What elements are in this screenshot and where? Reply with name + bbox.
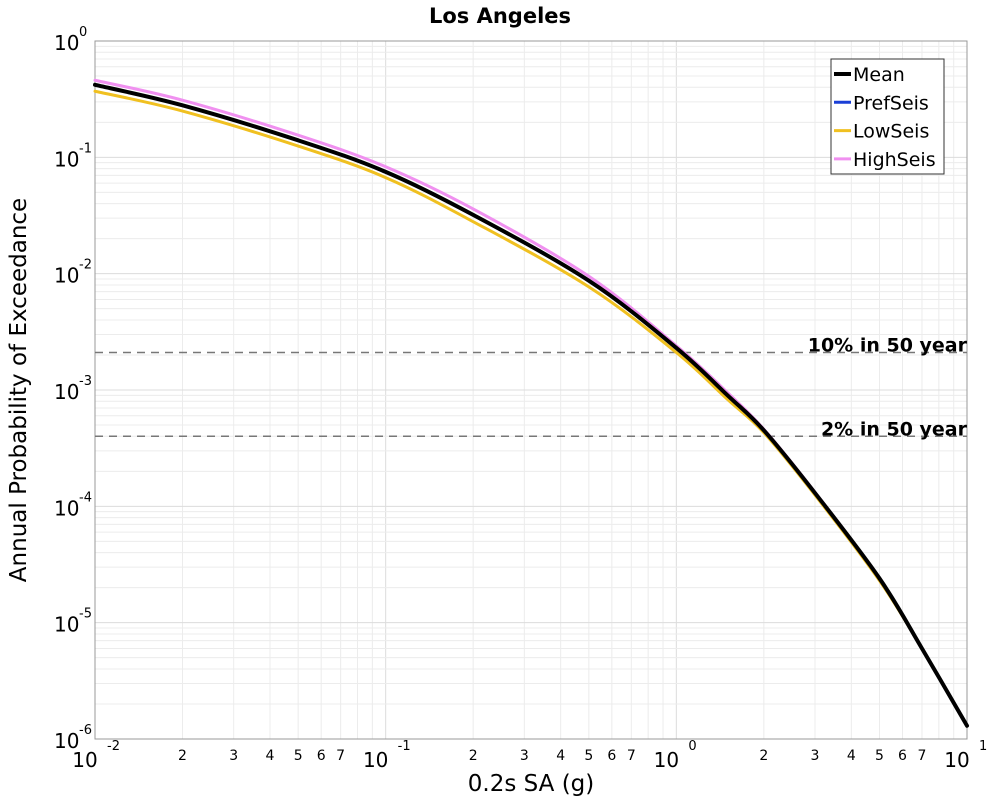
- series-line-prefseis: [93, 83, 969, 728]
- x-minor-tick-label: 7: [336, 748, 345, 764]
- x-tick-label: 10: [944, 748, 969, 772]
- x-minor-tick-label: 5: [584, 748, 593, 764]
- y-tick-label: 10: [54, 729, 79, 753]
- grid: [95, 41, 967, 739]
- x-minor-tick-label: 4: [266, 748, 275, 764]
- reference-lines: 10% in 50 year 2% in 50 year: [95, 335, 968, 440]
- y-tick-exponent: 0: [79, 25, 87, 40]
- x-minor-tick-label: 3: [229, 748, 238, 764]
- x-minor-tick-label: 4: [847, 748, 856, 764]
- legend-label: Mean: [853, 64, 905, 86]
- x-minor-tick-label: 6: [898, 748, 907, 764]
- y-tick-exponent: -4: [79, 490, 92, 505]
- x-axis-title: 0.2s SA (g): [468, 771, 595, 797]
- legend-label: PrefSeis: [853, 92, 929, 114]
- legend-label: LowSeis: [853, 121, 929, 143]
- plot-area-frame: [94, 40, 968, 740]
- series-lines: [93, 78, 969, 728]
- chart-title: Los Angeles: [429, 4, 571, 28]
- x-tick-exponent: -1: [398, 739, 411, 754]
- y-tick-label: 10: [54, 147, 79, 171]
- y-tick-label: 10: [54, 380, 79, 404]
- x-tick-exponent: -2: [107, 739, 120, 754]
- series-line-mean: [93, 82, 969, 728]
- x-minor-tick-label: 5: [875, 748, 884, 764]
- y-tick-label: 10: [54, 613, 79, 637]
- legend: Mean PrefSeis LowSeis HighSeis: [830, 58, 945, 175]
- x-minor-tick-label: 6: [317, 748, 326, 764]
- x-minor-tick-label: 7: [918, 748, 927, 764]
- y-tick-exponent: -5: [79, 607, 92, 622]
- x-minor-tick-label: 3: [811, 748, 820, 764]
- x-tick-label: 10: [363, 748, 388, 772]
- x-tick-exponent: 1: [979, 739, 987, 754]
- y-tick-exponent: -3: [79, 374, 92, 389]
- legend-box: [830, 58, 945, 175]
- x-minor-tick-label: 3: [520, 748, 529, 764]
- reference-line-label: 10% in 50 year: [808, 335, 968, 357]
- y-axis-title: Annual Probability of Exceedance: [6, 198, 32, 582]
- x-minor-tick-label: 2: [759, 748, 768, 764]
- reference-line-label: 2% in 50 year: [821, 418, 968, 440]
- y-tick-label: 10: [54, 31, 79, 55]
- x-tick-exponent: 0: [688, 739, 696, 754]
- x-tick-label: 10: [72, 748, 97, 772]
- y-tick-exponent: -6: [79, 723, 92, 738]
- x-minor-tick-label: 6: [607, 748, 616, 764]
- x-tick-label: 10: [654, 748, 679, 772]
- x-minor-tick-label: 4: [556, 748, 565, 764]
- legend-label: HighSeis: [853, 149, 936, 171]
- y-tick-exponent: -2: [79, 258, 92, 273]
- y-tick-label: 10: [54, 264, 79, 288]
- x-minor-tick-label: 2: [178, 748, 187, 764]
- x-minor-tick-label: 7: [627, 748, 636, 764]
- y-tick-exponent: -1: [79, 141, 92, 156]
- y-tick-label: 10: [54, 496, 79, 520]
- x-minor-tick-label: 5: [294, 748, 303, 764]
- x-minor-tick-label: 2: [469, 748, 478, 764]
- series-line-highseis: [93, 78, 969, 728]
